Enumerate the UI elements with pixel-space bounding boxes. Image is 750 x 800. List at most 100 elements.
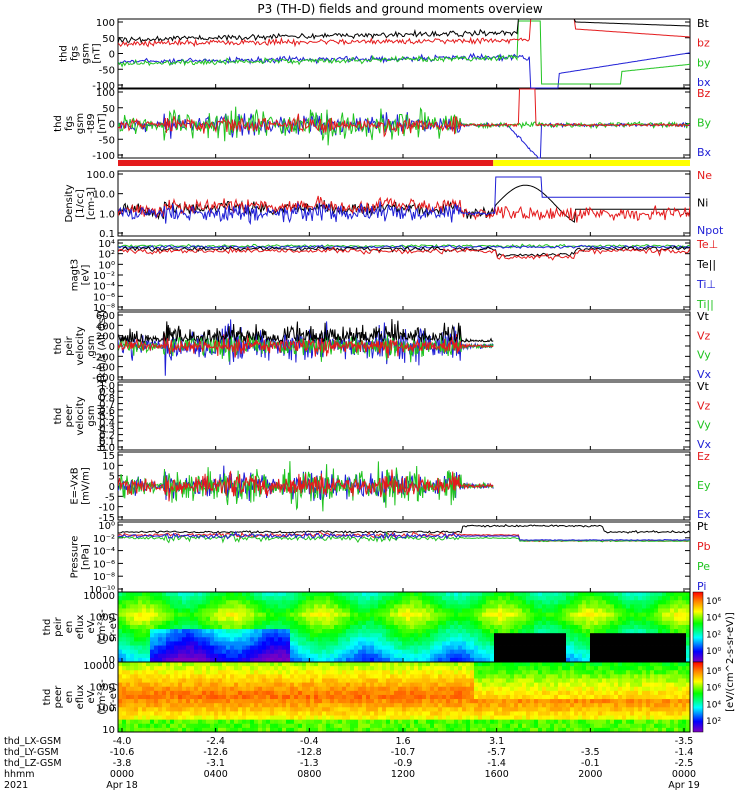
spec-cell [338,624,343,630]
spec-cell [242,616,247,622]
spec-cell [654,629,659,634]
ylabel-line: [km/s (All Qs)] [97,310,108,382]
spec-cell [122,666,127,671]
spec-cell [330,690,335,696]
spec-cell [390,624,395,630]
spec-cell [598,608,603,613]
spec-cell [342,670,347,675]
spec-cell [370,600,375,605]
spec-cell [598,629,603,634]
spec-cell [426,604,431,609]
spec-cell [166,592,171,597]
spec-cell [502,723,507,729]
spec-cell [262,666,267,671]
spec-cell [382,715,387,721]
spec-cell [630,674,635,679]
spec-cell [410,645,415,651]
spec-cell [430,678,435,683]
spec-cell [134,629,139,634]
spec-cell [442,612,447,618]
spec-cell [546,715,551,721]
spec-cell [326,657,331,663]
spec-cell [258,612,263,618]
spec-cell [550,711,555,716]
spec-cell [602,703,607,708]
spec-cell [606,662,611,667]
spec-cell [418,694,423,700]
spec-cell [622,699,627,704]
spec-cell [574,703,579,708]
spec-cell [374,633,379,638]
spec-cell [206,678,211,683]
spec-cell [198,657,203,663]
spec-cell [590,604,595,609]
spec-cell [402,637,407,642]
spec-cell [326,604,331,609]
spec-cell [202,662,207,667]
spec-cell [478,678,483,683]
spec-cell [358,719,363,725]
spec-cell [346,686,351,692]
spec-cell [606,612,611,618]
spec-cell [650,620,655,626]
spec-cell [238,596,243,601]
spec-cell [310,699,315,704]
spec-cell [526,592,531,597]
spec-cell [178,719,183,725]
spec-cell [522,686,527,692]
spec-cell [522,592,527,597]
spec-cell [182,612,187,618]
spec-cell [262,694,267,700]
spec-cell [422,670,427,675]
spec-cell [682,649,687,655]
spec-cell [166,637,171,642]
legend-Ti||: Ti|| [696,298,714,311]
spec-cell [418,592,423,597]
spec-cell [162,653,167,659]
spec-cell [226,670,231,675]
spec-cell [346,612,351,618]
spec-cell [350,612,355,618]
spec-cell [542,604,547,609]
spec-cell [198,600,203,605]
spec-cell [370,592,375,597]
spec-cell [634,690,639,696]
spec-cell [546,624,551,630]
spec-cell [514,727,519,733]
spec-cell [382,641,387,646]
spec-cell [630,604,635,609]
spec-cell [262,653,267,659]
spec-cell [158,711,163,716]
spec-cell [142,723,147,729]
spec-cell [366,662,371,667]
spec-cell [118,629,123,634]
spec-cell [174,723,179,729]
spec-cell [458,682,463,688]
spec-cell [282,612,287,618]
spec-cell [630,707,635,712]
spec-cell [398,670,403,675]
spec-cell [370,620,375,626]
spec-cell [134,604,139,609]
spec-cell [362,596,367,601]
spec-cell [530,727,535,733]
spec-cell [286,641,291,646]
spec-cell [554,711,559,716]
spec-cell [122,719,127,725]
spec-cell [286,592,291,597]
spec-cell [354,592,359,597]
spec-cell [530,686,535,692]
spec-cell [434,596,439,601]
spec-cell [358,633,363,638]
ylabel-line: fgs [70,46,81,61]
spec-cell [670,612,675,618]
spec-cell [626,670,631,675]
spec-cell [470,608,475,613]
spec-cell [474,727,479,733]
spec-cell [274,707,279,712]
spec-cell [362,657,367,663]
spec-cell [310,620,315,626]
spec-cell [354,670,359,675]
spec-cell [626,666,631,671]
spec-cell [538,600,543,605]
